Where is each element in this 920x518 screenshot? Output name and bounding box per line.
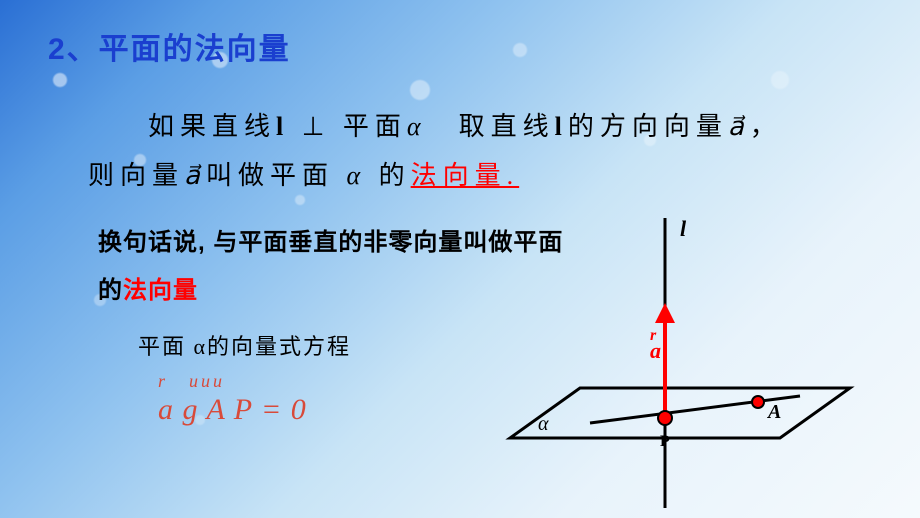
svg-text:A: A [766,401,781,423]
slide: 2、平面的法向量 如果直线l ⊥ 平面α 取直线l的方向向量a⃗， 则向量a⃗叫… [0,0,920,518]
svg-text:α: α [538,413,549,435]
section-heading: 2、平面的法向量 [48,24,872,68]
svg-text:P: P [660,433,670,450]
svg-text:a: a [650,338,661,363]
definition-line2: 则向量a⃗叫做平面 α 的法向量. [88,151,872,200]
restated-line2-highlight: 法向量 [123,277,198,304]
svg-text:l: l [680,218,687,241]
definition-line1: 如果直线l ⊥ 平面α 取直线l的方向向量a⃗， [148,102,872,151]
definition-paragraph: 如果直线l ⊥ 平面α 取直线l的方向向量a⃗， 则向量a⃗叫做平面 α 的法向… [148,102,872,201]
restated-line2-prefix: 的 [98,277,123,304]
plane-diagram: PAαlra [450,218,880,508]
